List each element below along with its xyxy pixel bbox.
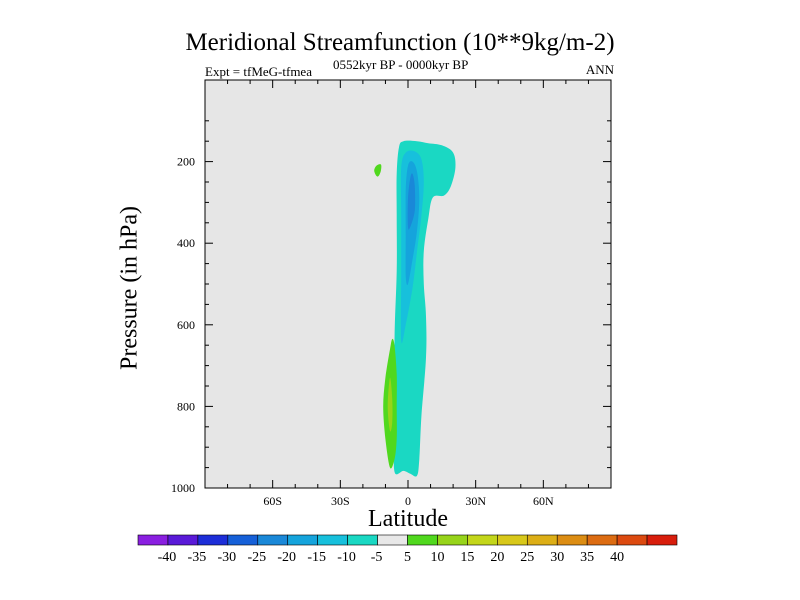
colorbar-label: 30 <box>550 550 564 565</box>
colorbar-box <box>287 534 318 546</box>
colorbar-box <box>317 534 348 546</box>
colorbar-label: -35 <box>188 550 207 565</box>
colorbar-label: 10 <box>430 550 444 565</box>
innermost-negative-cell <box>407 173 416 230</box>
colorbar-box <box>556 534 588 546</box>
colorbar-box <box>407 534 438 546</box>
colorbar-label: 5 <box>404 550 411 565</box>
x-tick-label: 60S <box>263 494 282 508</box>
colorbar-label: -30 <box>217 550 236 565</box>
y-tick-label: 400 <box>177 236 195 250</box>
colorbar-label: 15 <box>460 550 474 565</box>
colorbar-box <box>137 534 169 546</box>
x-tick-label: 30N <box>465 494 486 508</box>
colorbar-box <box>616 534 648 546</box>
colorbar-label: -5 <box>371 550 383 565</box>
colorbar-box <box>197 534 229 546</box>
colorbar-box <box>437 534 468 546</box>
season-label: ANN <box>585 62 614 77</box>
colorbar-box <box>646 534 678 546</box>
colorbar-box <box>497 534 528 546</box>
colorbar-label: 20 <box>490 550 504 565</box>
x-tick-label: 60N <box>533 494 554 508</box>
colorbar-box <box>167 534 199 546</box>
x-tick-label: 30S <box>331 494 350 508</box>
colorbar-label: -20 <box>277 550 296 565</box>
x-axis-label: Latitude <box>368 506 448 532</box>
small-positive-cell <box>374 164 382 177</box>
y-tick-label: 600 <box>177 318 195 332</box>
colorbar-box <box>347 534 378 546</box>
colorbar-box <box>257 534 289 546</box>
colorbar-label: -25 <box>247 550 266 565</box>
y-tick-label: 200 <box>177 155 195 169</box>
y-tick-label: 800 <box>177 399 195 413</box>
lower-positive-core <box>387 377 393 432</box>
colorbar-label: -40 <box>158 550 177 565</box>
colorbar-box <box>467 534 498 546</box>
colorbar-label: 35 <box>580 550 594 565</box>
period-label: 0552kyr BP - 0000kyr BP <box>333 57 469 72</box>
colorbar-box <box>377 534 408 546</box>
colorbar-box <box>526 534 558 546</box>
colorbar-label: 40 <box>610 550 624 565</box>
colorbar-label: -15 <box>307 550 326 565</box>
colorbar-box <box>227 534 259 546</box>
y-tick-label: 1000 <box>171 481 195 495</box>
chart-title: Meridional Streamfunction (10**9kg/m-2) <box>185 29 615 56</box>
colorbar-label: 25 <box>520 550 534 565</box>
colorbar-label: -10 <box>337 550 356 565</box>
contour-fills <box>374 140 456 477</box>
colorbar-box <box>586 534 618 546</box>
experiment-label: Expt = tfMeG-tfmea <box>205 64 312 79</box>
colorbar: -40 -35 -30 -25 -20 -15 -10 -5 5 10 15 20 25 30 35 40 <box>137 534 678 565</box>
x-tick-label: 0 <box>405 494 411 508</box>
axis-ticks: 60S 30S 0 30N 60N 200 400 600 800 1000 <box>171 80 612 508</box>
